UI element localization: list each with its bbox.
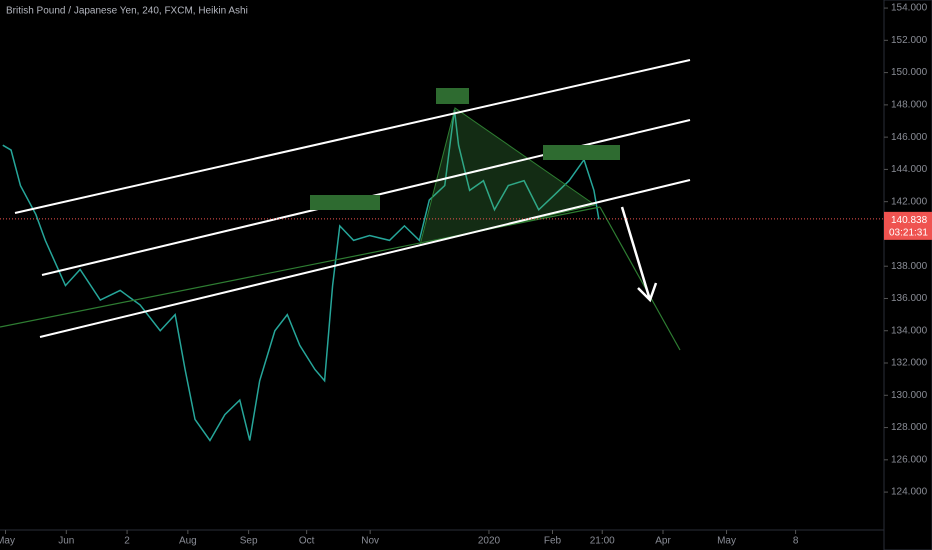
y-tick-label: 128.000 bbox=[891, 422, 928, 433]
x-tick-label: 2 bbox=[124, 536, 130, 547]
y-tick-label: 152.000 bbox=[891, 35, 928, 46]
bid-price-label: 140.838 bbox=[891, 215, 928, 226]
bid-price-box bbox=[884, 213, 932, 228]
trend-line bbox=[0, 206, 601, 328]
y-tick-label: 148.000 bbox=[891, 100, 928, 111]
x-tick-label: Oct bbox=[299, 536, 315, 547]
chart-title: British Pound / Japanese Yen, 240, FXCM,… bbox=[6, 6, 248, 17]
y-tick-label: 134.000 bbox=[891, 325, 928, 336]
plot bbox=[2, 109, 600, 442]
head-box bbox=[436, 88, 469, 104]
countdown: 03:21:31 bbox=[889, 227, 928, 238]
y-tick-label: 124.000 bbox=[891, 487, 928, 498]
projection-line bbox=[599, 206, 681, 351]
y-tick-label: 126.000 bbox=[891, 454, 928, 465]
x-tick-label: Feb bbox=[544, 536, 562, 547]
shoulder-box bbox=[310, 195, 380, 210]
arrow bbox=[620, 206, 658, 303]
y-tick-label: 136.000 bbox=[891, 293, 928, 304]
x-tick-label: 21:00 bbox=[590, 536, 615, 547]
y-tick-label: 132.000 bbox=[891, 358, 928, 369]
price-line bbox=[2, 109, 600, 442]
x-tick-label: 2020 bbox=[478, 536, 501, 547]
y-tick-label: 154.000 bbox=[891, 3, 928, 14]
y-tick-label: 142.000 bbox=[891, 196, 928, 207]
x-tick-label: May bbox=[0, 536, 15, 547]
channel-line bbox=[14, 59, 691, 214]
price-axis bbox=[883, 0, 932, 550]
x-tick-label: Sep bbox=[240, 536, 258, 547]
drawings bbox=[0, 59, 691, 351]
x-tick-label: Apr bbox=[655, 536, 671, 547]
y-tick-label: 138.000 bbox=[891, 261, 928, 272]
x-tick-label: Jun bbox=[58, 536, 74, 547]
x-tick-label: May bbox=[717, 536, 736, 547]
shoulder-box bbox=[543, 145, 620, 160]
x-tick-label: Aug bbox=[179, 536, 197, 547]
y-tick-label: 130.000 bbox=[891, 390, 928, 401]
channel-line bbox=[39, 179, 691, 338]
y-tick-label: 146.000 bbox=[891, 132, 928, 143]
y-tick-label: 144.000 bbox=[891, 164, 928, 175]
x-tick-label: 8 bbox=[793, 536, 799, 547]
x-tick-label: Nov bbox=[361, 536, 379, 547]
y-tick-label: 150.000 bbox=[891, 67, 928, 78]
